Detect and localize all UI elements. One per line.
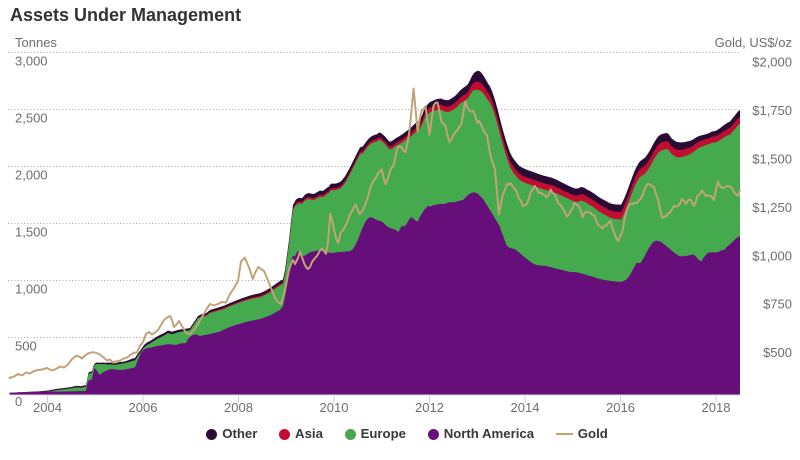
svg-text:Tonnes: Tonnes [15,35,57,50]
svg-text:Gold, US$/oz: Gold, US$/oz [715,35,792,50]
svg-text:$1,500: $1,500 [752,151,792,166]
svg-text:2014: 2014 [511,400,540,415]
svg-text:1,500: 1,500 [15,225,48,240]
svg-text:0: 0 [15,394,22,409]
svg-text:2016: 2016 [606,400,635,415]
svg-text:$1,000: $1,000 [752,248,792,263]
svg-text:2010: 2010 [320,400,349,415]
svg-text:2012: 2012 [415,400,444,415]
svg-text:2006: 2006 [129,400,158,415]
svg-text:2,000: 2,000 [15,168,48,183]
svg-text:$1,750: $1,750 [752,103,792,118]
svg-text:$750: $750 [763,297,792,312]
svg-text:$2,000: $2,000 [752,55,792,70]
svg-text:$500: $500 [763,345,792,360]
svg-text:1,000: 1,000 [15,282,48,297]
svg-text:500: 500 [15,339,37,354]
svg-text:$1,250: $1,250 [752,200,792,215]
svg-text:2018: 2018 [702,400,731,415]
svg-text:2004: 2004 [33,400,62,415]
svg-text:2008: 2008 [224,400,253,415]
svg-text:2,500: 2,500 [15,111,48,126]
svg-text:3,000: 3,000 [15,54,48,69]
